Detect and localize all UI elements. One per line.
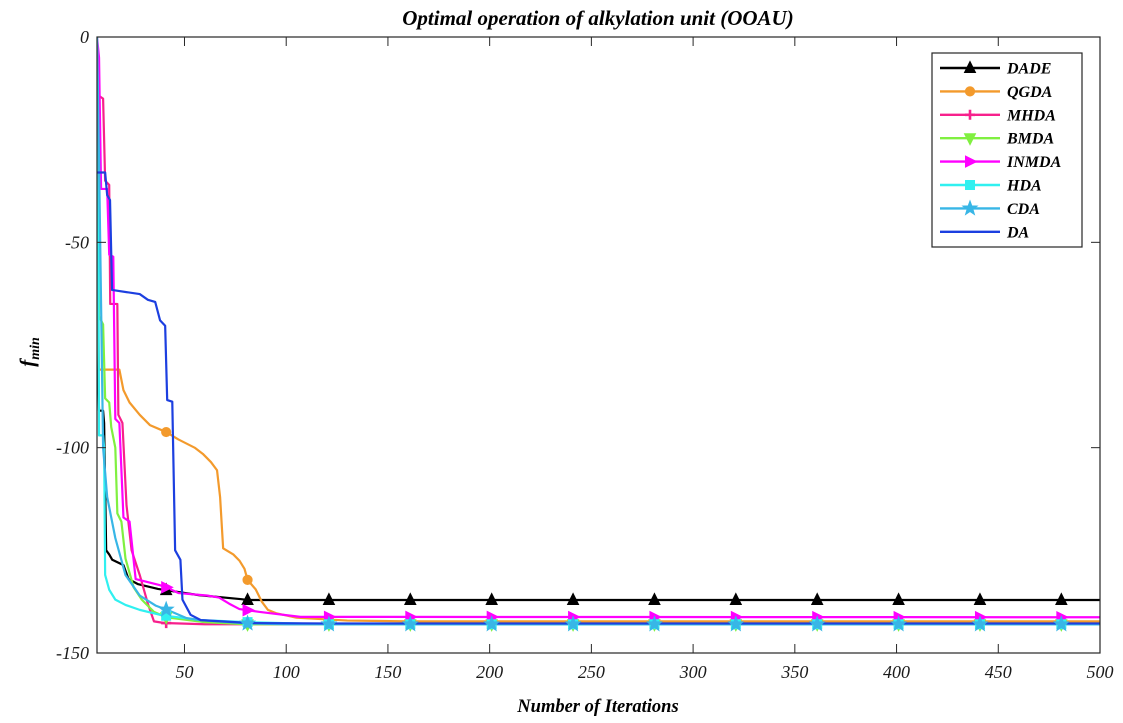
legend-entry: INMDA — [940, 154, 1062, 171]
series-line-bmda — [97, 106, 1100, 626]
legend-label: MHDA — [1006, 107, 1056, 124]
marker-dade — [973, 592, 987, 606]
marker-cda — [1052, 615, 1070, 632]
marker-dade — [322, 592, 336, 606]
marker-cda — [483, 615, 501, 632]
legend-label: HDA — [1006, 178, 1042, 195]
y-axis-label-main: f — [15, 358, 39, 367]
legend-label: CDA — [1007, 201, 1040, 218]
y-axis-label-subscript: min — [28, 337, 43, 360]
marker-cda — [808, 615, 826, 632]
x-tick-label: 300 — [679, 662, 707, 682]
marker-qgda — [161, 426, 172, 438]
marker-cda — [320, 615, 338, 632]
y-tick-label: -150 — [56, 643, 89, 663]
marker-dade — [241, 592, 254, 606]
y-axis-label: fmin — [15, 337, 43, 367]
legend-marker-qgda — [964, 86, 976, 97]
legend-entry: HDA — [940, 178, 1042, 195]
x-tick-label: 350 — [780, 662, 808, 682]
x-tick-label: 200 — [476, 662, 503, 682]
y-tick-label: -50 — [65, 232, 89, 252]
series-line-qgda — [97, 275, 1100, 623]
series-lines — [97, 36, 1101, 626]
marker-cda — [401, 615, 419, 632]
marker-dade — [892, 592, 905, 606]
legend-marker-hda — [965, 180, 975, 190]
marker-cda — [971, 615, 989, 632]
marker-cda — [727, 615, 745, 632]
marker-cda — [157, 600, 175, 617]
x-tick-label: 50 — [175, 662, 193, 682]
legend-label: QGDA — [1007, 84, 1053, 101]
marker-dade — [485, 592, 498, 606]
legend-entry: DA — [940, 224, 1030, 241]
x-axis-label: Number of Iterations — [516, 697, 678, 717]
series-line-da — [97, 171, 1100, 625]
marker-cda — [239, 614, 257, 631]
chart-title: Optimal operation of alkylation unit (OO… — [402, 6, 793, 30]
series-markers — [157, 426, 1070, 632]
axes-box — [96, 36, 1101, 654]
legend-entry: BMDA — [940, 131, 1054, 148]
legend-marker-inmda — [965, 155, 978, 168]
series-line-mhda — [97, 93, 1100, 626]
legend-entry: CDA — [940, 199, 1040, 218]
marker-dade — [404, 592, 417, 606]
legend-marker-bmda — [963, 133, 977, 146]
legend-entry: QGDA — [940, 84, 1053, 101]
legend-entry: DADE — [940, 60, 1051, 78]
y-tick-label: 0 — [80, 27, 89, 47]
marker-cda — [564, 615, 582, 632]
marker-qgda — [242, 574, 253, 586]
marker-dade — [810, 592, 824, 606]
legend-marker-mhda — [965, 109, 975, 120]
legend-label: INMDA — [1006, 154, 1062, 171]
legend-entry: MHDA — [940, 107, 1056, 124]
legend-marker-dade — [963, 60, 977, 73]
marker-cda — [890, 615, 908, 632]
marker-dade — [729, 592, 743, 606]
x-tick-label: 100 — [273, 662, 300, 682]
legend-label: DADE — [1006, 61, 1051, 78]
marker-inmda — [242, 603, 256, 617]
legend-box — [931, 52, 1083, 248]
x-tick-label: 450 — [985, 662, 1012, 682]
legend-label: BMDA — [1006, 131, 1054, 148]
series-line-inmda — [97, 36, 1101, 619]
legend-marker-cda — [961, 199, 979, 216]
marker-dade — [566, 592, 580, 606]
axis-ticks: 50 100 150 200 250 300 350 400 450 500 0 -50 -100 -15… — [56, 27, 1114, 682]
marker-dade — [648, 592, 661, 606]
marker-inmda — [161, 580, 174, 594]
marker-cda — [645, 615, 663, 632]
x-tick-label: 250 — [578, 662, 605, 682]
marker-dade — [1055, 592, 1068, 606]
legend: DADE QGDA MHDA BMDA INMDA HDA CDA DA — [931, 52, 1083, 248]
x-tick-label: 150 — [374, 662, 401, 682]
legend-label: DA — [1006, 224, 1030, 241]
x-tick-label: 500 — [1087, 662, 1114, 682]
y-tick-label: -100 — [56, 438, 89, 458]
x-tick-label: 400 — [883, 662, 910, 682]
